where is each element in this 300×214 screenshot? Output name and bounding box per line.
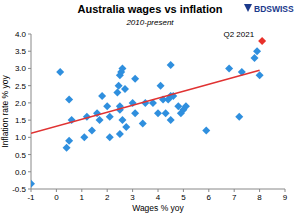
point: [106, 113, 114, 121]
point: [182, 102, 190, 110]
x-tick: [285, 189, 286, 192]
source: BDSWISS: [254, 4, 294, 14]
point: [65, 137, 73, 145]
y-tick-label: 3.0: [15, 64, 27, 73]
x-tick: [234, 189, 235, 192]
point: [115, 82, 123, 90]
y-tick: [28, 102, 31, 103]
y-tick-label: 1.0: [15, 133, 27, 142]
y-tick-label: 2.5: [15, 82, 27, 91]
point: [88, 126, 96, 134]
x-tick-label: 6: [207, 193, 212, 202]
y-tick-label: 0.0: [15, 168, 27, 177]
point: [118, 116, 126, 124]
y-tick: [28, 68, 31, 69]
x-tick-label: 4: [156, 193, 161, 202]
y-tick-label: -0.5: [12, 185, 26, 194]
point: [162, 109, 170, 117]
y-tick: [28, 189, 31, 190]
y-tick: [28, 154, 31, 155]
x-tick: [208, 189, 209, 192]
x-tick: [107, 189, 108, 192]
x-tick: [56, 189, 57, 192]
chart: Australia wages vs inflation 2010-present…: [0, 0, 300, 214]
x-tick: [158, 189, 159, 192]
y-tick: [28, 34, 31, 35]
point: [139, 120, 147, 128]
title: Australia wages vs inflation: [78, 3, 223, 15]
x-tick-label: 0: [54, 193, 59, 202]
point: [157, 82, 165, 90]
point: [131, 75, 139, 83]
x-tick: [183, 189, 184, 192]
point: [235, 113, 243, 121]
point: [167, 116, 175, 124]
y-axis-label: Inflation rate % yoy: [0, 75, 10, 148]
point: [118, 64, 126, 72]
x-tick: [81, 189, 82, 192]
point: [121, 85, 129, 93]
point: [116, 130, 124, 138]
point: [31, 180, 35, 188]
y-axis: [31, 34, 32, 189]
x-tick-label: 9: [283, 193, 288, 202]
x-axis-label: Wages % yoy: [132, 203, 184, 213]
x-tick-label: 8: [257, 193, 262, 202]
point: [113, 89, 121, 97]
y-tick: [28, 171, 31, 172]
logo-icon: [244, 4, 252, 12]
y-tick-label: 3.5: [15, 47, 27, 56]
x-tick-label: 3: [130, 193, 135, 202]
y-tick: [28, 85, 31, 86]
x-tick: [259, 189, 260, 192]
point: [63, 144, 71, 152]
point: [202, 126, 210, 134]
point: [122, 123, 130, 131]
point: [98, 92, 106, 100]
point: [253, 47, 261, 55]
y-tick-label: 2.0: [15, 99, 27, 108]
y-tick-label: 1.5: [15, 116, 27, 125]
point: [80, 133, 88, 141]
point: [167, 61, 175, 69]
plot-area: [31, 37, 266, 188]
point: [258, 37, 266, 45]
point: [256, 71, 264, 79]
x-tick: [132, 189, 133, 192]
point: [96, 116, 104, 124]
x-tick-label: 1: [80, 193, 85, 202]
point: [56, 68, 64, 76]
point: [103, 102, 111, 110]
x-tick-label: 7: [232, 193, 237, 202]
y-tick: [28, 120, 31, 121]
x-tick-label: 5: [181, 193, 186, 202]
point: [131, 109, 139, 117]
logo: BDSWISS: [244, 4, 294, 14]
point: [251, 54, 259, 62]
y-tick-label: 4.0: [15, 30, 27, 39]
trend-line: [31, 70, 260, 133]
point: [106, 133, 114, 141]
x-tick-label: 2: [105, 193, 110, 202]
y-tick-label: 0.5: [15, 151, 27, 160]
point: [225, 64, 233, 72]
point: [65, 95, 73, 103]
subtitle: 2010-present: [125, 18, 174, 27]
y-tick: [28, 137, 31, 138]
annotation: Q2 2021: [223, 30, 254, 39]
x-tick-label: -1: [27, 193, 35, 202]
y-tick: [28, 51, 31, 52]
point: [154, 109, 162, 117]
